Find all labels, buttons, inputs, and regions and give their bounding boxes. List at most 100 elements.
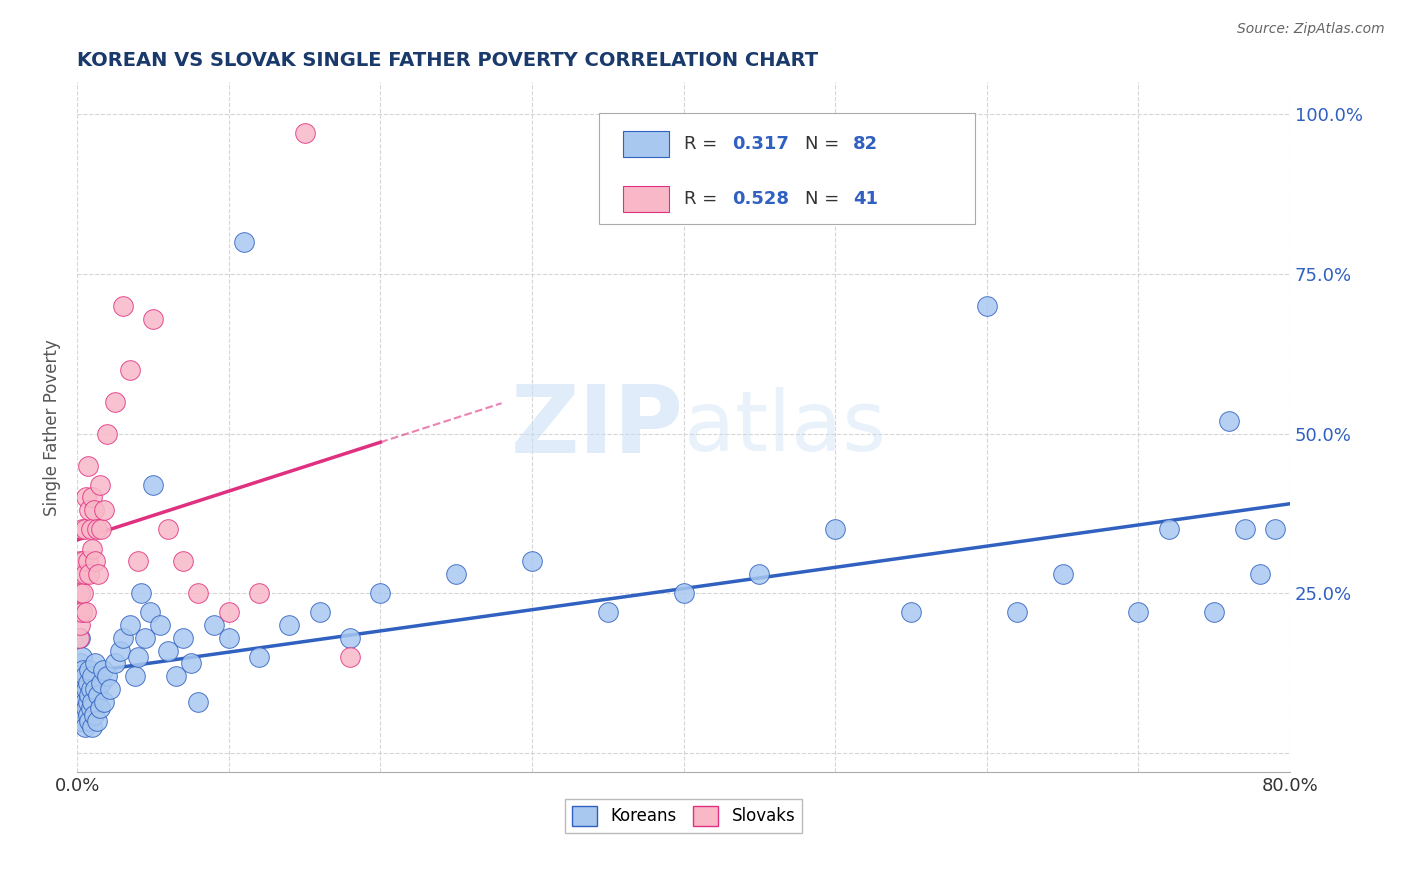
Point — [1264, 522, 1286, 536]
Point — [127, 650, 149, 665]
Point — [76, 707, 98, 722]
Point — [748, 567, 770, 582]
Text: N =: N = — [804, 135, 845, 153]
Point — [104, 657, 127, 671]
Point — [294, 127, 316, 141]
Legend: Koreans, Slovaks: Koreans, Slovaks — [565, 799, 801, 833]
Point — [72, 707, 94, 722]
Point — [91, 663, 114, 677]
Point — [308, 606, 330, 620]
Point — [278, 618, 301, 632]
Point — [1052, 567, 1074, 582]
Point — [165, 669, 187, 683]
Point — [120, 362, 142, 376]
Point — [247, 586, 270, 600]
Point — [104, 394, 127, 409]
Point — [247, 650, 270, 665]
Point — [69, 554, 91, 568]
Point — [77, 689, 100, 703]
Text: N =: N = — [804, 190, 845, 208]
Point — [70, 606, 93, 620]
Point — [82, 541, 104, 556]
Point — [86, 714, 108, 728]
Point — [180, 657, 202, 671]
Point — [111, 631, 134, 645]
Point — [84, 681, 107, 696]
Point — [89, 701, 111, 715]
Point — [77, 663, 100, 677]
Point — [1128, 606, 1150, 620]
Point — [100, 681, 122, 696]
Text: Source: ZipAtlas.com: Source: ZipAtlas.com — [1237, 22, 1385, 37]
Point — [142, 311, 165, 326]
Point — [82, 720, 104, 734]
Point — [69, 618, 91, 632]
Text: atlas: atlas — [683, 387, 886, 467]
Point — [72, 554, 94, 568]
Point — [77, 567, 100, 582]
Point — [77, 714, 100, 728]
Point — [75, 606, 97, 620]
Point — [1249, 567, 1271, 582]
Point — [157, 643, 180, 657]
Point — [73, 720, 96, 734]
Point — [172, 554, 194, 568]
Point — [232, 235, 254, 249]
Point — [129, 586, 152, 600]
Point — [1233, 522, 1256, 536]
Point — [134, 631, 156, 645]
Text: R =: R = — [683, 135, 723, 153]
Point — [596, 606, 619, 620]
Point — [67, 606, 90, 620]
Point — [339, 631, 361, 645]
Point — [96, 669, 118, 683]
Point — [370, 586, 392, 600]
Point — [80, 522, 103, 536]
Point — [86, 522, 108, 536]
Bar — [623, 186, 669, 212]
Point — [96, 426, 118, 441]
Text: R =: R = — [683, 190, 723, 208]
Point — [75, 701, 97, 715]
Point — [142, 477, 165, 491]
Point — [976, 299, 998, 313]
Point — [1218, 414, 1240, 428]
Point — [93, 695, 115, 709]
Point — [127, 554, 149, 568]
Point — [139, 606, 162, 620]
Point — [824, 522, 846, 536]
Point — [75, 491, 97, 505]
Point — [202, 618, 225, 632]
Point — [120, 618, 142, 632]
Point — [69, 657, 91, 671]
Point — [76, 695, 98, 709]
Point — [80, 681, 103, 696]
Text: KOREAN VS SLOVAK SINGLE FATHER POVERTY CORRELATION CHART: KOREAN VS SLOVAK SINGLE FATHER POVERTY C… — [77, 51, 818, 70]
Point — [93, 503, 115, 517]
Point — [72, 663, 94, 677]
Text: 0.317: 0.317 — [733, 135, 789, 153]
Point — [218, 631, 240, 645]
Point — [187, 695, 209, 709]
Point — [70, 650, 93, 665]
Text: 0.528: 0.528 — [733, 190, 789, 208]
Point — [157, 522, 180, 536]
Point — [76, 675, 98, 690]
Point — [339, 650, 361, 665]
Point — [82, 669, 104, 683]
Point — [72, 586, 94, 600]
Point — [82, 695, 104, 709]
Point — [73, 567, 96, 582]
Point — [77, 503, 100, 517]
Point — [75, 681, 97, 696]
Point — [70, 522, 93, 536]
Point — [149, 618, 172, 632]
Point — [89, 477, 111, 491]
Point — [70, 567, 93, 582]
Point — [1005, 606, 1028, 620]
Point — [67, 669, 90, 683]
Point — [1157, 522, 1180, 536]
Point — [82, 491, 104, 505]
Point — [67, 631, 90, 645]
Point — [87, 689, 110, 703]
